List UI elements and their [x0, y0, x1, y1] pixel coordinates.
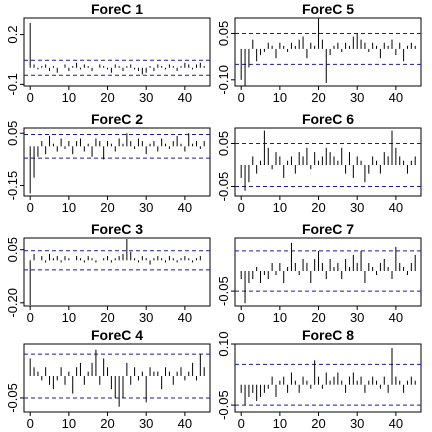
plot-box	[23, 127, 211, 197]
x-tick-label: 10	[273, 310, 287, 325]
x-tick-label: 30	[139, 90, 153, 105]
y-tick-label: -0.1	[5, 73, 20, 95]
x-tick-label: 0	[238, 310, 245, 325]
x-tick-label: 0	[27, 200, 34, 215]
x-tick-label: 30	[139, 416, 153, 431]
x-tick-label: 10	[273, 416, 287, 431]
x-tick-label: 10	[62, 200, 76, 215]
y-tick-label: -0.15	[5, 171, 20, 201]
y-tick-label: 0.2	[5, 26, 20, 44]
plot-box	[23, 17, 211, 87]
x-tick-label: 0	[238, 200, 245, 215]
x-tick-label: 20	[100, 310, 114, 325]
x-tick-label: 10	[62, 416, 76, 431]
x-tick-label: 30	[350, 416, 364, 431]
x-tick-label: 30	[350, 310, 364, 325]
x-tick-label: 10	[62, 90, 76, 105]
plot-box	[234, 127, 422, 197]
x-tick-label: 20	[100, 416, 114, 431]
x-tick-label: 40	[178, 200, 192, 215]
x-tick-label: 30	[139, 310, 153, 325]
x-tick-label: 40	[178, 90, 192, 105]
x-tick-label: 0	[27, 416, 34, 431]
x-tick-label: 0	[27, 90, 34, 105]
plot-box	[234, 343, 422, 413]
y-tick-label: 0.05	[216, 21, 231, 46]
x-tick-label: 20	[311, 310, 325, 325]
plot-box	[234, 237, 422, 307]
panel-title: ForeC 3	[91, 221, 143, 237]
y-tick-label: 0.05	[216, 131, 231, 156]
x-tick-label: 30	[139, 200, 153, 215]
y-tick-label: -0.05	[216, 390, 231, 420]
x-tick-label: 30	[350, 200, 364, 215]
x-tick-label: 20	[311, 416, 325, 431]
x-tick-label: 20	[311, 200, 325, 215]
panel-title: ForeC 7	[302, 221, 354, 237]
x-tick-label: 20	[311, 90, 325, 105]
x-tick-label: 40	[178, 310, 192, 325]
panel-title: ForeC 1	[91, 1, 143, 17]
y-tick-label: 0.05	[5, 121, 20, 146]
plot-box	[234, 17, 422, 87]
x-tick-label: 0	[27, 310, 34, 325]
x-tick-label: 40	[389, 200, 403, 215]
y-tick-label: -0.10	[216, 65, 231, 95]
x-tick-label: 40	[389, 90, 403, 105]
y-tick-label: -0.20	[5, 288, 20, 318]
plot-box	[23, 237, 211, 307]
plot-box	[23, 343, 211, 413]
panel-title: ForeC 8	[302, 327, 354, 343]
x-tick-label: 40	[389, 416, 403, 431]
y-tick-label: -0.05	[216, 172, 231, 202]
y-tick-label: 0.05	[5, 237, 20, 262]
x-tick-label: 10	[273, 200, 287, 215]
x-tick-label: 10	[62, 310, 76, 325]
x-tick-label: 30	[350, 90, 364, 105]
panel-title: ForeC 4	[91, 327, 143, 343]
y-tick-label: -0.05	[216, 276, 231, 306]
x-tick-label: 40	[178, 416, 192, 431]
panel-title: ForeC 2	[91, 111, 143, 127]
x-tick-label: 20	[100, 200, 114, 215]
x-tick-label: 10	[273, 90, 287, 105]
x-tick-label: 20	[100, 90, 114, 105]
y-tick-label: -0.05	[5, 383, 20, 413]
y-tick-label: 0.10	[216, 331, 231, 356]
x-tick-label: 0	[238, 90, 245, 105]
x-tick-label: 40	[389, 310, 403, 325]
panel-title: ForeC 5	[302, 1, 354, 17]
panel-title: ForeC 6	[302, 111, 354, 127]
x-tick-label: 0	[238, 416, 245, 431]
